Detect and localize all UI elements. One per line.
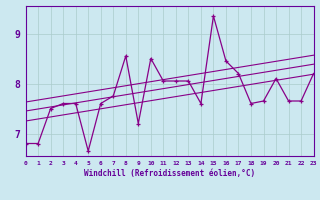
X-axis label: Windchill (Refroidissement éolien,°C): Windchill (Refroidissement éolien,°C) bbox=[84, 169, 255, 178]
